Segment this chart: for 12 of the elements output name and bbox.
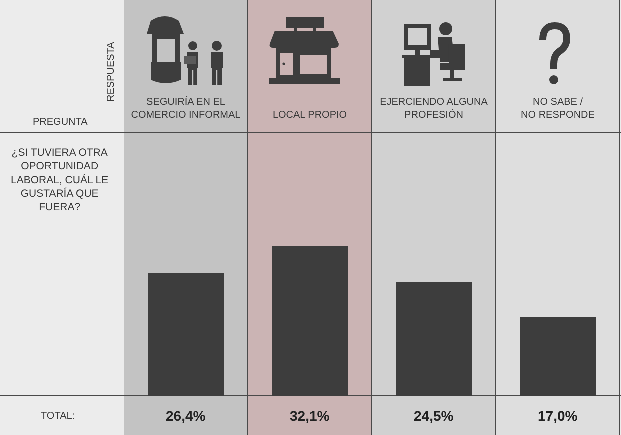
x-tick-label: SEGUIRÍA EN EL COMERCIO INFORMAL — [131, 96, 242, 121]
data-label: 26,4% — [166, 408, 206, 424]
text: ¿SI TUVIERA OTRA OPORTUNIDAD LABORAL, CUÁL LE GUSTARÍA QUE FUERA? — [11, 147, 109, 214]
text: RESPUESTA — [106, 42, 117, 102]
x-tick-label: LOCAL PROPIO — [272, 110, 348, 121]
data-label: 24,5% — [414, 408, 454, 424]
data-label: 32,1% — [290, 408, 330, 424]
data-label: 17,0% — [538, 408, 578, 424]
text: PREGUNTA — [33, 117, 88, 128]
text: TOTAL: — [41, 411, 76, 422]
x-tick-label: EJERCIENDO ALGUNA PROFESIÓN — [380, 97, 488, 121]
x-tick-label: NO SABE / NO RESPONDE — [521, 97, 596, 121]
